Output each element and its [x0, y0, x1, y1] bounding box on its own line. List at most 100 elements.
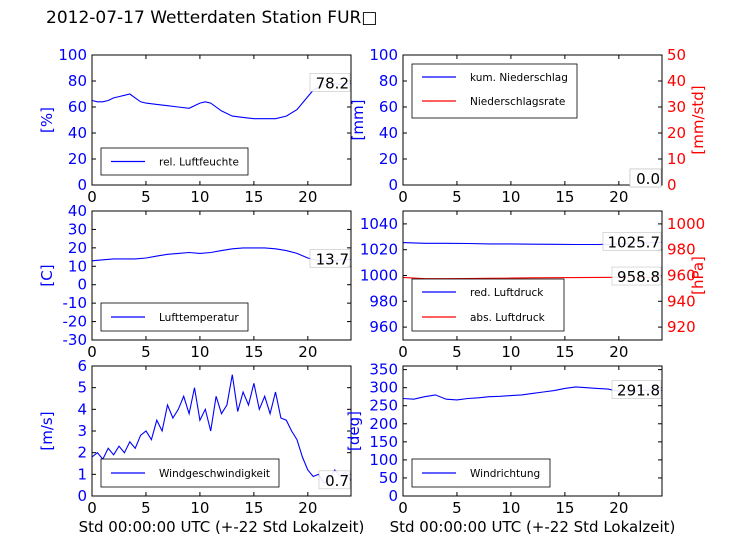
y-tick-label: 40 [379, 124, 398, 142]
y-tick-label: -30 [63, 331, 88, 349]
y2-tick-label: 20 [667, 124, 686, 142]
y-tick-label: 60 [379, 98, 398, 116]
panel-humidity: 0 5 10 15 20 0 20 40 60 80 100 [%] 78.2 rel. Luftfeuc… [38, 46, 352, 206]
value-annotation: 13.7 [316, 250, 349, 268]
y-tick-label: 0 [77, 276, 87, 294]
x-axis-label: Std 00:00:00 UTC (+-22 Std Lokalzeit) [390, 518, 676, 536]
y-tick-label: 1020 [360, 241, 398, 259]
y2-tick-label: 10 [667, 150, 686, 168]
y-tick-label: 10 [68, 257, 87, 275]
legend-label: kum. Niederschlag [470, 72, 568, 84]
value-annotation: 78.2 [316, 74, 349, 92]
y-tick-label: 150 [369, 433, 398, 451]
figure-title: 2012-07-17 Wetterdaten Station FUR□ [46, 8, 378, 28]
value-annotation-box [611, 380, 662, 399]
y-tick-label: 100 [369, 46, 398, 64]
y-axis-label: [mm] [349, 100, 367, 141]
legend-box [411, 63, 578, 119]
x-tick-label: 0 [398, 188, 408, 206]
y-tick-label: 0 [388, 487, 398, 505]
x-tick-label: 10 [190, 343, 209, 361]
x-tick-label: 20 [298, 343, 317, 361]
y-tick-label: 30 [68, 220, 87, 238]
x-tick-label: 20 [609, 188, 628, 206]
x-tick-label: 20 [298, 499, 317, 517]
y-tick-label: 40 [68, 124, 87, 142]
y2-tick-label: 40 [667, 72, 686, 90]
axes-frame-winddir [402, 365, 663, 497]
x-tick-label: 5 [452, 188, 462, 206]
x-tick-label: 15 [555, 188, 574, 206]
legend-label: Lufttemperatur [159, 312, 239, 324]
x-axis-label: Std 00:00:00 UTC (+-22 Std Lokalzeit) [79, 518, 365, 536]
x-tick-label: 10 [501, 499, 520, 517]
y-tick-label: 350 [369, 361, 398, 379]
x-tick-label: 0 [87, 188, 97, 206]
y-tick-label: 100 [369, 451, 398, 469]
y-tick-label: 960 [369, 318, 398, 336]
y2-axis-label: [hPa] [689, 256, 707, 295]
x-tick-label: 5 [141, 499, 151, 517]
x-tick-label: 10 [190, 499, 209, 517]
value-annotation: 0.7 [325, 472, 349, 490]
value-annotation: 1025.7 [608, 233, 661, 251]
y2-tick-label: 1000 [667, 215, 705, 233]
legend-label: Windrichtung [470, 468, 540, 480]
y2-tick-label: 960 [667, 267, 696, 285]
value-annotation-box [309, 73, 351, 92]
panel-pressure: 0 5 10 15 20 960 980 1000 1020 1040 920 940 960 980 10… [360, 210, 707, 361]
series-line-windspeed-0 [91, 374, 352, 484]
panel-temperature: 0 5 10 15 20-30-20-10010203040[C]13.7Lufttem… [38, 202, 352, 361]
y-axis-label: [C] [38, 264, 56, 286]
x-tick-label: 15 [555, 343, 574, 361]
x-tick-label: 15 [555, 499, 574, 517]
y-tick-label: 0 [77, 176, 87, 194]
axes-frame-temperature [91, 210, 352, 341]
x-tick-label: 0 [398, 343, 408, 361]
y-tick-label: 980 [369, 292, 398, 310]
y-tick-label: 20 [68, 150, 87, 168]
y-tick-label: 1040 [360, 215, 398, 233]
y-tick-label: 5 [77, 379, 87, 397]
legend-label: Windgeschwindigkeit [159, 468, 270, 480]
x-tick-label: 15 [244, 343, 263, 361]
x-tick-label: 5 [141, 188, 151, 206]
y-tick-label: 4 [77, 400, 87, 418]
series-line-temperature-0 [91, 247, 352, 263]
y-tick-label: 100 [58, 46, 87, 64]
x-tick-label: 15 [244, 188, 263, 206]
x-tick-label: 0 [398, 499, 408, 517]
y-tick-label: 250 [369, 397, 398, 415]
y-axis-label: [m/s] [38, 411, 56, 450]
y-tick-label: 20 [379, 150, 398, 168]
x-tick-label: 0 [87, 343, 97, 361]
x-tick-label: 10 [501, 188, 520, 206]
y-tick-label: 1 [77, 465, 87, 483]
y-tick-label: 50 [379, 469, 398, 487]
x-tick-label: 5 [452, 499, 462, 517]
y-tick-label: -20 [63, 313, 88, 331]
y-tick-label: 1000 [360, 267, 398, 285]
legend-box [411, 278, 565, 332]
y-tick-label: 40 [68, 202, 87, 220]
y-tick-label: 0 [388, 176, 398, 194]
x-tick-label: 0 [87, 499, 97, 517]
value-annotation-2: 0.0 [636, 170, 660, 188]
y2-tick-label: 980 [667, 241, 696, 259]
x-tick-label: 20 [609, 499, 628, 517]
y2-tick-label: 920 [667, 318, 696, 336]
y-tick-label: 2 [77, 444, 87, 462]
x-tick-label: 20 [298, 188, 317, 206]
x-tick-label: 15 [244, 499, 263, 517]
series-line-humidity-0 [91, 82, 352, 120]
y-axis-label: [%] [38, 107, 56, 133]
axes-frame-precip [402, 54, 663, 186]
x-tick-label: 5 [141, 343, 151, 361]
value-annotation-box [309, 249, 351, 268]
y-tick-label: 80 [379, 72, 398, 90]
legend-label: abs. Luftdruck [470, 312, 546, 324]
y-tick-label: 80 [68, 72, 87, 90]
